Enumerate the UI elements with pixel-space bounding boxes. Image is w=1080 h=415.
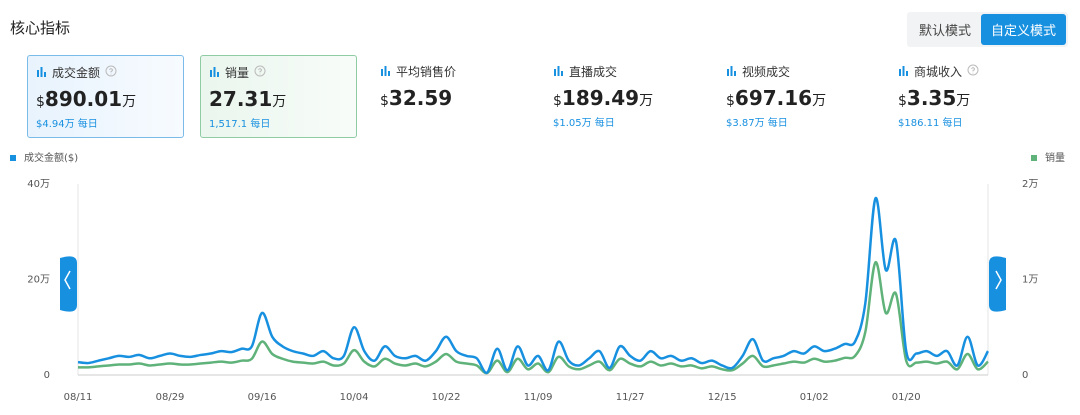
metric-value: 27.31万 (209, 87, 348, 111)
metric-card[interactable]: 成交金额 $890.01万 $4.94万 每日 (27, 55, 184, 138)
metric-card: 商城收入 $3.35万 $186.11 每日 (890, 55, 1047, 138)
metric-value: $189.49万 (553, 86, 694, 110)
x-tick-label: 09/16 (248, 392, 277, 403)
metric-value: $32.59 (380, 86, 521, 110)
mode-button[interactable]: 自定义模式 (980, 14, 1066, 45)
metric-daily: $186.11 每日 (898, 118, 963, 129)
currency: $ (898, 93, 907, 109)
metric-name: 视频成交 (742, 65, 791, 79)
legend-swatch (10, 155, 16, 161)
metric-card[interactable]: 销量 27.31万 1,517.1 每日 (200, 55, 357, 138)
nav-left[interactable] (60, 256, 77, 312)
x-tick-label: 01/20 (892, 392, 921, 403)
metric-name: 平均销售价 (396, 65, 457, 79)
x-tick-label: 08/29 (156, 392, 185, 403)
metric-name: 直播成交 (569, 65, 618, 79)
metric-card: 直播成交 $189.49万 $1.05万 每日 (545, 55, 702, 138)
amount: 3.35 (906, 86, 957, 110)
y-tick-label: 40万 (27, 179, 50, 190)
unit: 万 (272, 94, 287, 110)
mode-button[interactable]: 默认模式 (918, 24, 971, 39)
legend-swatch (1031, 155, 1037, 161)
metric-card: 视频成交 $697.16万 $3.87万 每日 (718, 55, 875, 138)
metric-label: 直播成交 (553, 63, 694, 80)
currency: $ (553, 93, 562, 109)
help-icon (105, 65, 117, 80)
unit: 万 (639, 93, 654, 109)
metric-label: 视频成交 (726, 63, 867, 80)
metric-label: 平均销售价 (380, 63, 521, 80)
metric-name: 商城收入 (914, 65, 963, 79)
metric-value: $697.16万 (726, 86, 867, 110)
x-tick-label: 12/15 (708, 392, 737, 403)
unit: 万 (956, 93, 971, 109)
series-line (77, 261, 989, 375)
chart-icon (553, 65, 564, 79)
amount: 189.49 (561, 86, 640, 110)
y-tick-label: 0 (1022, 370, 1028, 381)
metric-value: $890.01万 (36, 87, 175, 111)
metric-name: 销量 (225, 66, 250, 80)
section-title: 核心指标 (10, 19, 71, 37)
metric-daily: $4.94万 每日 (36, 119, 98, 130)
nav-right[interactable] (989, 256, 1006, 312)
metric-label: 成交金额 (36, 64, 175, 81)
currency: $ (36, 94, 45, 110)
x-tick-label: 01/02 (800, 392, 829, 403)
nav-right-icon (995, 270, 1002, 290)
metric-card: 平均销售价 $32.59 (372, 55, 529, 138)
y-tick-label: 20万 (27, 275, 50, 286)
nav-left-icon (64, 270, 71, 290)
amount: 890.01 (44, 87, 123, 111)
chart-icon (36, 66, 47, 80)
y-tick-label: 1万 (1022, 275, 1038, 286)
unit: 万 (812, 93, 827, 109)
legend-label: 销量 (1045, 151, 1065, 164)
help-icon (967, 64, 979, 79)
amount: 697.16 (734, 86, 813, 110)
series-line (77, 197, 990, 374)
chart-icon (209, 66, 220, 80)
chart-icon (380, 65, 391, 79)
metric-name: 成交金额 (52, 66, 101, 80)
metric-daily: $3.87万 每日 (726, 118, 788, 129)
y-tick-label: 0 (44, 370, 50, 381)
amount: 27.31 (209, 87, 273, 111)
y-tick-label: 2万 (1022, 179, 1038, 190)
x-tick-label: 11/27 (616, 392, 645, 403)
metric-label: 销量 (209, 64, 348, 81)
metric-value: $3.35万 (898, 86, 1039, 110)
metric-label: 商城收入 (898, 63, 1039, 80)
x-tick-label: 10/04 (340, 392, 369, 403)
currency: $ (726, 93, 735, 109)
unit: 万 (122, 94, 137, 110)
x-tick-label: 11/09 (524, 392, 553, 403)
metric-daily: 1,517.1 每日 (209, 119, 271, 130)
help-icon (254, 65, 266, 80)
legend-label: 成交金额($) (24, 151, 78, 164)
chart-icon (726, 65, 737, 79)
chart-icon (898, 65, 909, 79)
mode-switch: 默认模式 自定义模式 (906, 12, 1068, 47)
x-tick-label: 10/22 (432, 392, 461, 403)
x-tick-label: 08/11 (64, 392, 93, 403)
amount: 32.59 (388, 86, 453, 110)
metric-daily: $1.05万 每日 (553, 118, 615, 129)
currency: $ (380, 93, 389, 109)
